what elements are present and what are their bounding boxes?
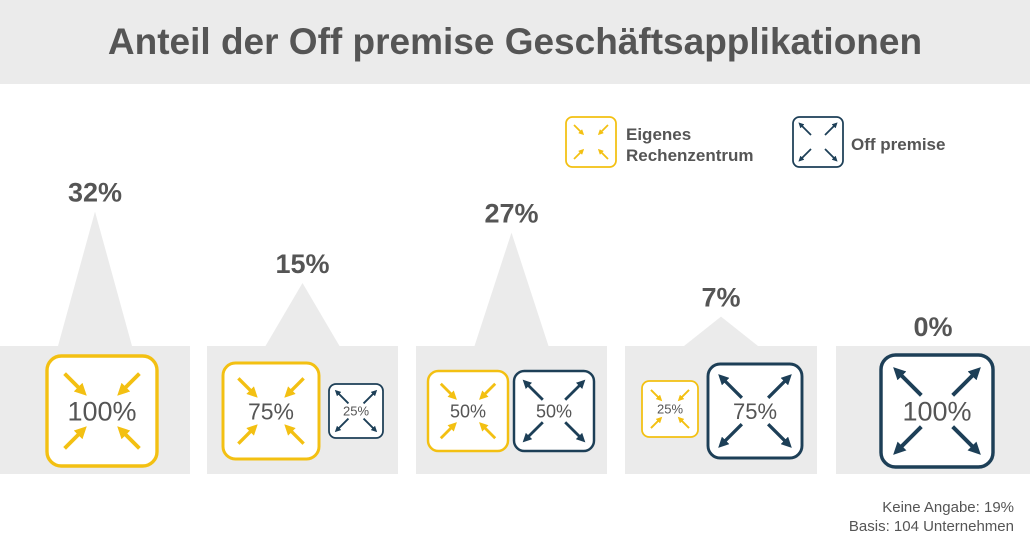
arrow-icon xyxy=(798,148,812,162)
arrow-icon xyxy=(951,367,981,397)
icon-frame xyxy=(565,116,617,168)
value-spike xyxy=(265,283,340,346)
arrow-icon xyxy=(117,372,141,396)
share-label: 100% xyxy=(67,397,136,427)
arrow-icon xyxy=(798,122,812,136)
arrow-icon xyxy=(597,148,609,160)
arrow-icon xyxy=(677,416,690,429)
arrow-icon xyxy=(824,122,838,136)
share-label: 50% xyxy=(536,401,572,421)
off-icon-100: 100% xyxy=(879,353,995,469)
own-icon-25: 25% xyxy=(641,380,699,438)
arrow-icon xyxy=(573,148,585,160)
arrow-icon xyxy=(284,377,305,398)
arrow-icon xyxy=(479,422,497,440)
arrow-icon xyxy=(334,389,350,405)
value-spike xyxy=(58,211,132,346)
value-spike xyxy=(684,316,758,346)
off-icon-75: 75% xyxy=(706,362,804,460)
arrow-icon xyxy=(564,421,586,443)
arrow-icon xyxy=(63,426,87,450)
own-icon-75: 75% xyxy=(221,361,321,461)
share-label: 100% xyxy=(902,397,971,427)
arrow-icon xyxy=(284,424,305,445)
arrow-icon xyxy=(718,374,744,400)
arrow-icon xyxy=(237,377,258,398)
arrows-inward-icon xyxy=(565,116,617,168)
arrow-icon xyxy=(650,416,663,429)
arrow-icon xyxy=(439,422,457,440)
arrow-icon xyxy=(824,148,838,162)
arrow-icon xyxy=(522,379,544,401)
legend-label: Rechenzentrum xyxy=(626,146,754,165)
arrow-icon xyxy=(718,422,744,448)
arrow-icon xyxy=(766,422,792,448)
value-label: 7% xyxy=(701,283,740,313)
arrow-icon xyxy=(237,424,258,445)
share-label: 25% xyxy=(657,402,683,417)
chart: 32% 15% 27% 7% 0% 100% 75% 25% 50% 50% 25% 75% 100% E… xyxy=(0,116,1030,474)
arrow-icon xyxy=(573,124,585,136)
arrow-icon xyxy=(951,425,981,455)
arrow-icon xyxy=(766,374,792,400)
arrow-icon xyxy=(334,417,350,433)
basis-note: Basis: 104 Unternehmen xyxy=(848,518,1014,535)
arrow-icon xyxy=(362,389,378,405)
arrow-icon xyxy=(63,372,87,396)
legend: Eigenes Rechenzentrum Off premise xyxy=(626,125,945,165)
no-answer-note: Keine Angabe: 19% xyxy=(882,499,1014,516)
off-icon-50: 50% xyxy=(512,369,596,453)
own-icon-50: 50% xyxy=(426,369,510,453)
share-label: 50% xyxy=(450,401,486,421)
arrow-icon xyxy=(564,379,586,401)
legend-label: Eigenes xyxy=(626,125,691,144)
arrow-icon xyxy=(522,421,544,443)
page-title: Anteil der Off premise Geschäftsapplikat… xyxy=(107,21,923,62)
arrow-icon xyxy=(893,367,923,397)
value-spike xyxy=(474,232,549,346)
arrow-icon xyxy=(362,417,378,433)
value-label: 27% xyxy=(484,199,538,229)
arrow-icon xyxy=(677,389,690,402)
arrow-icon xyxy=(650,389,663,402)
arrows-outward-icon xyxy=(792,116,844,168)
share-label: 75% xyxy=(733,399,777,424)
arrow-icon xyxy=(439,382,457,400)
own-icon-100: 100% xyxy=(45,354,159,468)
value-label: 0% xyxy=(913,312,952,342)
legend-label: Off premise xyxy=(851,135,945,154)
off-icon-25: 25% xyxy=(328,383,384,439)
value-label: 32% xyxy=(68,178,122,208)
arrow-icon xyxy=(479,382,497,400)
share-label: 25% xyxy=(343,404,369,419)
value-label: 15% xyxy=(275,249,329,279)
share-label: 75% xyxy=(248,398,294,424)
title-bar xyxy=(0,0,1030,84)
arrow-icon xyxy=(893,425,923,455)
arrow-icon xyxy=(117,426,141,450)
arrow-icon xyxy=(597,124,609,136)
